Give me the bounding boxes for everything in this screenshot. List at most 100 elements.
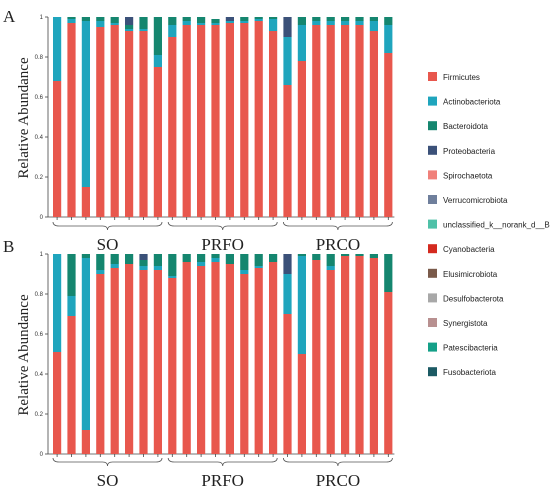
- group-brace: [167, 221, 278, 231]
- bar-segment-firmicutes: [225, 23, 234, 217]
- bar-segment-actinobacteriota: [211, 258, 220, 262]
- legend-label: Elusimicrobiota: [443, 270, 498, 279]
- bar-segment-actinobacteriota: [153, 266, 162, 270]
- panel-a-plot: 0 0.2 0.4 0.6 0.8 1 SO PRFO PRCO: [35, 15, 395, 254]
- legend-swatch: [428, 342, 437, 352]
- bar-segment-firmicutes: [254, 21, 263, 217]
- bar-segment-firmicutes: [182, 262, 191, 454]
- bar-segment-firmicutes: [240, 23, 249, 217]
- bar-segment-actinobacteriota: [139, 266, 148, 270]
- bar-segment-actinobacteriota: [110, 23, 119, 25]
- bar-segment-firmicutes: [53, 81, 62, 217]
- legend-swatch: [428, 170, 437, 180]
- bar-segment-firmicutes: [211, 25, 220, 217]
- bar-segment-firmicutes: [110, 268, 119, 454]
- legend-label: Desulfobacterota: [443, 294, 504, 303]
- bar-segment-firmicutes: [182, 25, 191, 217]
- bar-segment-actinobacteriota: [225, 21, 234, 23]
- bar-segment-actinobacteriota: [125, 29, 134, 31]
- legend-label: unclassified_k__norank_d__Bacteria: [443, 221, 550, 230]
- bar-segment-firmicutes: [326, 25, 335, 217]
- bar-segment-bacteroidota: [355, 254, 364, 256]
- y-tick-label: 0.4: [35, 135, 44, 141]
- legend-swatch: [428, 72, 437, 81]
- bar-segment-actinobacteriota: [297, 25, 306, 61]
- bar-segment-bacteroidota: [153, 17, 162, 55]
- bar-segment-actinobacteriota: [67, 296, 76, 316]
- bar-segment-firmicutes: [67, 316, 76, 454]
- bar-segment-proteobacteria: [225, 17, 234, 21]
- bar-segment-bacteroidota: [326, 254, 335, 266]
- bar-segment-firmicutes: [269, 31, 278, 217]
- bar-segment-firmicutes: [81, 187, 90, 217]
- bar-segment-firmicutes: [168, 278, 177, 454]
- legend: Firmicutes Actinobacteriota Bacteroidota Pr…: [428, 72, 550, 377]
- bar-segment-firmicutes: [355, 25, 364, 217]
- legend-label: Spirochaetota: [443, 171, 493, 180]
- group-brace: [283, 221, 393, 231]
- bar-segment-bacteroidota: [182, 254, 191, 262]
- bar-segment-proteobacteria: [283, 17, 292, 37]
- bar-segment-bacteroidota: [384, 254, 393, 292]
- legend-label: Firmicutes: [443, 73, 480, 82]
- y-tick-label: 0.2: [35, 412, 44, 418]
- panel-b-letter: B: [3, 237, 14, 256]
- y-tick-label: 0.6: [35, 95, 44, 101]
- y-tick-label: 1: [40, 15, 44, 21]
- group-brace: [283, 457, 393, 467]
- bar-segment-firmicutes: [283, 314, 292, 454]
- bar-segment-bacteroidota: [269, 17, 278, 19]
- bar-segment-actinobacteriota: [254, 19, 263, 21]
- bar-segment-firmicutes: [125, 31, 134, 217]
- legend-label: Patescibacteria: [443, 344, 498, 353]
- y-tick-label: 0: [40, 452, 44, 458]
- bar-segment-bacteroidota: [96, 254, 105, 270]
- bar-segment-actinobacteriota: [182, 21, 191, 25]
- group-brace: [167, 457, 278, 467]
- bar-segment-firmicutes: [197, 25, 206, 217]
- bar-segment-bacteroidota: [67, 17, 76, 19]
- bar-segment-actinobacteriota: [326, 266, 335, 270]
- bar-segment-actinobacteriota: [53, 254, 62, 352]
- bar-segment-actinobacteriota: [110, 264, 119, 268]
- panel-b-plot: 0 0.2 0.4 0.6 0.8 1 SO PRFO PRCO: [35, 252, 395, 490]
- bar-segment-proteobacteria: [125, 17, 134, 25]
- bar-segment-bacteroidota: [341, 17, 350, 21]
- group-brace: [52, 457, 163, 467]
- panel-a-letter: A: [3, 7, 16, 26]
- bar-segment-bacteroidota: [254, 17, 263, 19]
- bar-segment-firmicutes: [225, 264, 234, 454]
- bar-segment-bacteroidota: [355, 17, 364, 21]
- bar-segment-firmicutes: [211, 262, 220, 454]
- bar-segment-firmicutes: [153, 67, 162, 217]
- legend-label: Cyanobacteria: [443, 245, 495, 254]
- bar-segment-bacteroidota: [139, 17, 148, 29]
- bar-segment-actinobacteriota: [283, 37, 292, 85]
- bar-segment-actinobacteriota: [254, 266, 263, 268]
- bar-segment-firmicutes: [254, 268, 263, 454]
- bar-segment-firmicutes: [240, 274, 249, 454]
- legend-swatch: [428, 145, 437, 155]
- y-tick-label: 1: [40, 252, 44, 258]
- bar-segment-firmicutes: [153, 270, 162, 454]
- bar-segment-actinobacteriota: [168, 25, 177, 37]
- legend-swatch: [428, 244, 437, 254]
- bar-segment-bacteroidota: [326, 17, 335, 21]
- bar-segment-actinobacteriota: [139, 29, 148, 31]
- bar-segment-bacteroidota: [168, 17, 177, 25]
- bar-segment-bacteroidota: [110, 17, 119, 23]
- bar-segment-actinobacteriota: [341, 21, 350, 25]
- bar-segment-bacteroidota: [153, 254, 162, 266]
- bar-segment-actinobacteriota: [269, 19, 278, 31]
- bar-segment-actinobacteriota: [96, 21, 105, 27]
- bar-segment-bacteroidota: [369, 254, 378, 258]
- panel-b: B Relative Abundance 0 0.2 0.4 0.6 0.8 1 SO PRF…: [3, 237, 395, 490]
- bar-segment-firmicutes: [125, 264, 134, 454]
- legend-swatch: [428, 121, 437, 131]
- group-label: SO: [97, 235, 119, 254]
- legend-swatch: [428, 268, 437, 278]
- bar-segment-bacteroidota: [269, 254, 278, 262]
- bar-segment-firmicutes: [139, 270, 148, 454]
- bar-segment-firmicutes: [312, 260, 321, 454]
